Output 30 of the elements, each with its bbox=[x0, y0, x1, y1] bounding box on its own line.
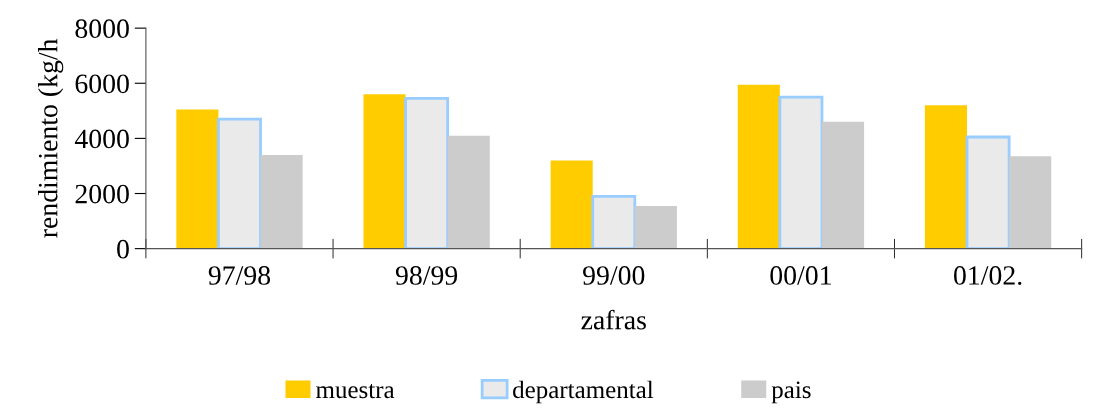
bar bbox=[591, 194, 637, 249]
x-tick-label: 00/01 bbox=[770, 266, 831, 285]
bar bbox=[634, 205, 677, 249]
x-axis-title: zafras bbox=[581, 309, 646, 330]
x-tick-label: 97/98 bbox=[208, 266, 271, 285]
bar bbox=[965, 135, 1011, 249]
legend-label: pais bbox=[771, 381, 811, 404]
x-tick-label: 01/02. bbox=[954, 266, 1022, 285]
bar bbox=[447, 135, 490, 249]
bar bbox=[550, 160, 593, 249]
y-axis-title: rendimiento (kg/h bbox=[37, 38, 64, 238]
bar bbox=[363, 94, 406, 249]
bar bbox=[778, 95, 824, 249]
y-tick-label: 6000 bbox=[75, 74, 129, 94]
y-tick-label: 8000 bbox=[75, 19, 129, 39]
bar bbox=[260, 154, 303, 249]
y-tick-label: 0 bbox=[117, 239, 129, 259]
bar bbox=[737, 84, 780, 249]
legend-label: departamental bbox=[513, 380, 654, 404]
bar bbox=[924, 105, 968, 249]
bar bbox=[217, 117, 262, 249]
x-tick-label: 98/99 bbox=[395, 266, 458, 285]
bar bbox=[821, 121, 865, 249]
x-tick-label: 99/00 bbox=[583, 266, 645, 285]
bar bbox=[1009, 156, 1052, 249]
y-tick-label: 4000 bbox=[74, 129, 129, 149]
y-tick-label: 2000 bbox=[75, 184, 129, 204]
bar bbox=[176, 109, 219, 249]
legend-label: muestra bbox=[316, 383, 395, 399]
bar bbox=[404, 97, 450, 249]
